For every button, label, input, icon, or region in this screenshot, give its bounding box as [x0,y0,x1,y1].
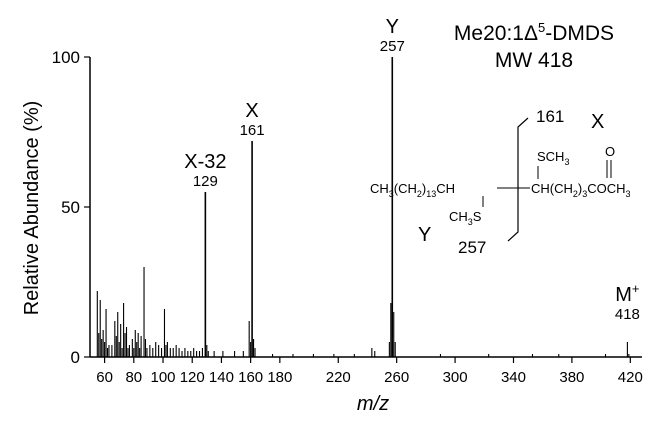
x-tick-label: 160 [238,369,263,386]
x-tick-label: 120 [180,369,205,386]
x-tick-label: 220 [326,369,351,386]
x-tick-label: 80 [125,369,142,386]
peak-annotation-name: Y [386,16,399,38]
x-tick-label: 180 [267,369,292,386]
y-tick-label: 0 [71,348,80,367]
x-axis-label: m/z [357,393,389,415]
structure-right-group: CH(CH2)3COCH3 [531,181,631,199]
cleavage-bottom-label: Y [418,224,431,246]
x-tick-label: 260 [384,369,409,386]
peak-annotation-mz: 161 [240,122,265,139]
x-tick-label: 140 [209,369,234,386]
cleavage-bottom-mz: 257 [458,238,486,257]
molecular-ion-label: M+ [615,281,639,306]
peak-annotation-mz: 129 [193,173,218,190]
structure-top-sch3: SCH3 [537,149,569,167]
x-tick-label: 100 [151,369,176,386]
chart-title: Me20:1Δ5-DMDS [454,20,614,45]
x-tick-label: 340 [501,369,526,386]
cleavage-top-mz: 161 [536,107,564,126]
x-tick-label: 420 [618,369,643,386]
structure-carbonyl-o: O [605,144,615,159]
molecular-structure: CH3(CH2)13CH CH(CH2)3COCH3 SCH3 CH3S O [370,117,631,242]
y-tick-label: 50 [61,198,80,217]
x-tick-label: 380 [559,369,584,386]
peak-annotation-name: X-32 [184,151,226,173]
y-tick-label: 100 [52,48,80,67]
peak-annotation-mz: 257 [380,38,405,55]
structure-bottom-ch3s: CH3S [449,209,482,227]
chart-subtitle: MW 418 [495,49,573,72]
axis-ticks: 60 80 100 120 140 160 180 220 260 300 340 380 420050… [52,48,643,386]
x-tick-label: 300 [443,369,468,386]
x-tick-label: 60 [96,369,113,386]
molecular-ion-mz: 418 [615,306,640,323]
cleavage-top-label: X [591,111,604,133]
spectrum-peaks [96,57,630,357]
peak-annotation-name: X [245,100,258,122]
cleavage-line [507,117,529,242]
y-axis-label: Relative Abundance (%) [21,101,43,316]
structure-left-group: CH3(CH2)13CH [370,181,455,199]
